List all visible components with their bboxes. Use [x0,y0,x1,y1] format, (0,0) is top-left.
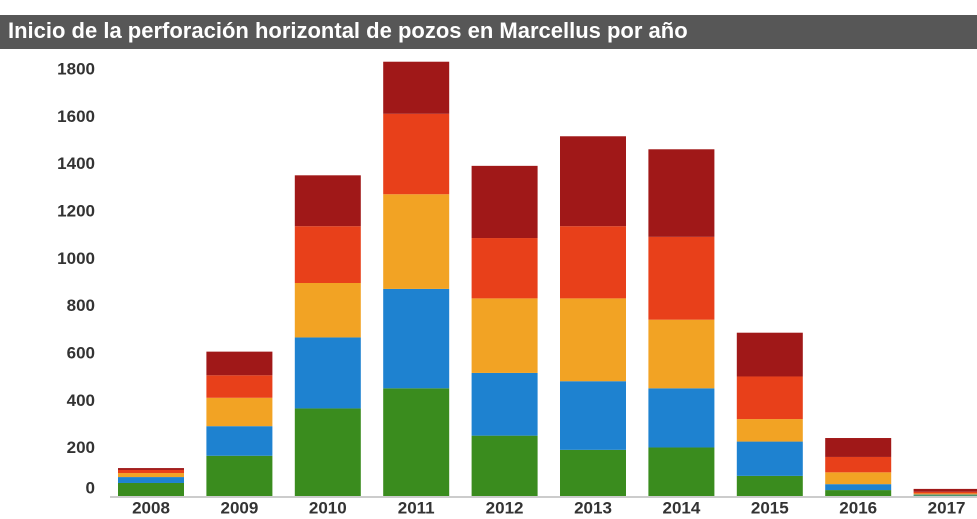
bar-segment [471,238,538,299]
title-bar [0,15,977,49]
x-tick-label: 2011 [398,498,435,517]
bar-segment [118,468,184,470]
x-tick-label: 2014 [662,498,700,517]
bar-segment [383,388,450,496]
bar-segment [118,482,184,496]
bar-segment [294,175,361,227]
bar-segment [206,455,273,496]
bar-segment [825,490,892,496]
chart-title: Inicio de la perforación horizontal de p… [8,18,688,43]
bar-segment [560,136,626,227]
bar-segment [913,495,977,496]
y-tick-label: 0 [86,478,95,497]
bar-segment [560,226,626,299]
y-tick-label: 1600 [57,107,95,126]
bar-segment [206,397,273,427]
x-tick-label: 2010 [309,498,347,517]
bar-segment [648,388,715,448]
bar-segment [736,419,803,442]
y-tick-label: 800 [67,296,95,315]
bar-segment [736,475,803,496]
y-tick-label: 1000 [57,249,95,268]
bar-segment [206,375,273,398]
bar-segment [825,456,892,473]
bar-segment [913,494,977,496]
bar-segment [560,381,626,450]
y-tick-label: 400 [67,391,95,410]
bar-segment [560,298,626,382]
bar-segment [294,408,361,496]
x-tick-label: 2008 [132,498,170,517]
bar-segment [294,226,361,283]
bar-segment [383,194,450,289]
bar-segment [736,441,803,476]
bar-segment [471,165,538,239]
bar-segment [913,493,977,495]
bar-segment [825,472,892,485]
y-tick-label: 200 [67,438,95,457]
x-tick-label: 2017 [928,498,966,517]
y-tick-label: 1400 [57,154,95,173]
bar-segment [294,283,361,338]
bar-segment [206,351,273,376]
bar-segment [736,332,803,377]
y-tick-label: 600 [67,343,95,362]
bar-segment [560,449,626,496]
bar-segment [913,491,977,494]
bar-segment [648,319,715,389]
x-tick-label: 2016 [839,498,877,517]
bar-segment [118,473,184,478]
bar-segment [118,477,184,483]
bar-segment [383,288,450,389]
bar-segment [383,61,450,114]
bar-segment [118,469,184,474]
x-tick-label: 2012 [486,498,524,517]
x-tick-label: 2009 [220,498,258,517]
bar-segment [294,337,361,409]
bar-segment [471,435,538,496]
x-tick-label: 2015 [751,498,789,517]
bar-segment [736,376,803,420]
bar-segment [471,298,538,373]
bar-segment [471,372,538,436]
bar-segment [648,236,715,320]
bar-segment [825,484,892,491]
y-tick-label: 1800 [57,59,95,78]
bar-segment [913,488,977,492]
bar-segment [383,113,450,195]
y-tick-label: 1200 [57,201,95,220]
bar-segment [825,438,892,457]
bar-segment [206,426,273,456]
bar-segment [648,149,715,237]
x-tick-label: 2013 [574,498,612,517]
bar-segment [648,447,715,496]
